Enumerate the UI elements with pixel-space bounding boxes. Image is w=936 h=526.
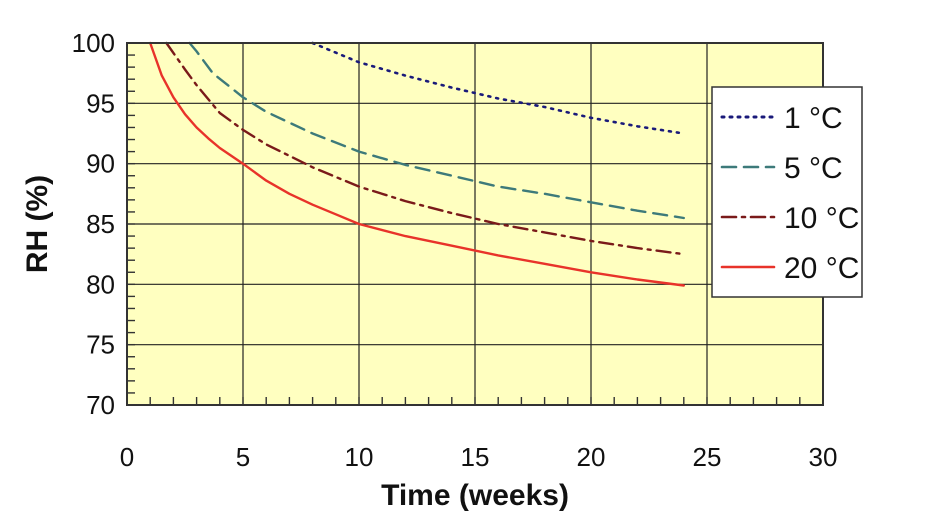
x-tick-label: 15 xyxy=(461,442,490,472)
legend: 1 °C 5 °C 10 °C 20 °C xyxy=(711,86,863,298)
x-tick-label: 25 xyxy=(693,442,722,472)
x-tick-label: 20 xyxy=(577,442,606,472)
x-tick-label: 5 xyxy=(236,442,250,472)
y-tick-label: 75 xyxy=(86,330,115,360)
legend-label-1: 1 °C xyxy=(784,102,843,135)
series-line-3 xyxy=(165,41,685,256)
legend-box xyxy=(711,86,863,298)
series-line-4 xyxy=(149,41,685,287)
series-line-2 xyxy=(188,41,685,220)
x-tick-labels: 0 5 10 15 20 25 30 xyxy=(120,442,838,472)
x-tick-label: 10 xyxy=(345,442,374,472)
y-tick-label: 90 xyxy=(86,149,115,179)
y-tick-label: 100 xyxy=(72,28,115,58)
y-tick-label: 85 xyxy=(86,209,115,239)
x-tick-label: 30 xyxy=(809,442,838,472)
x-tick-label: 0 xyxy=(120,442,134,472)
y-tick-label: 95 xyxy=(86,88,115,118)
x-axis-title: Time (weeks) xyxy=(381,479,569,512)
legend-label-4: 20 °C xyxy=(784,252,859,285)
series-lines xyxy=(149,41,686,287)
y-tick-label: 70 xyxy=(86,390,115,420)
legend-label-3: 10 °C xyxy=(784,202,859,235)
legend-label-2: 5 °C xyxy=(784,152,843,185)
minor-ticks xyxy=(127,54,801,405)
y-tick-label: 80 xyxy=(86,269,115,299)
y-axis-title: RH (%) xyxy=(21,175,54,273)
y-tick-labels: 70 75 80 85 90 95 100 xyxy=(72,28,115,420)
series-line-1 xyxy=(311,41,686,135)
